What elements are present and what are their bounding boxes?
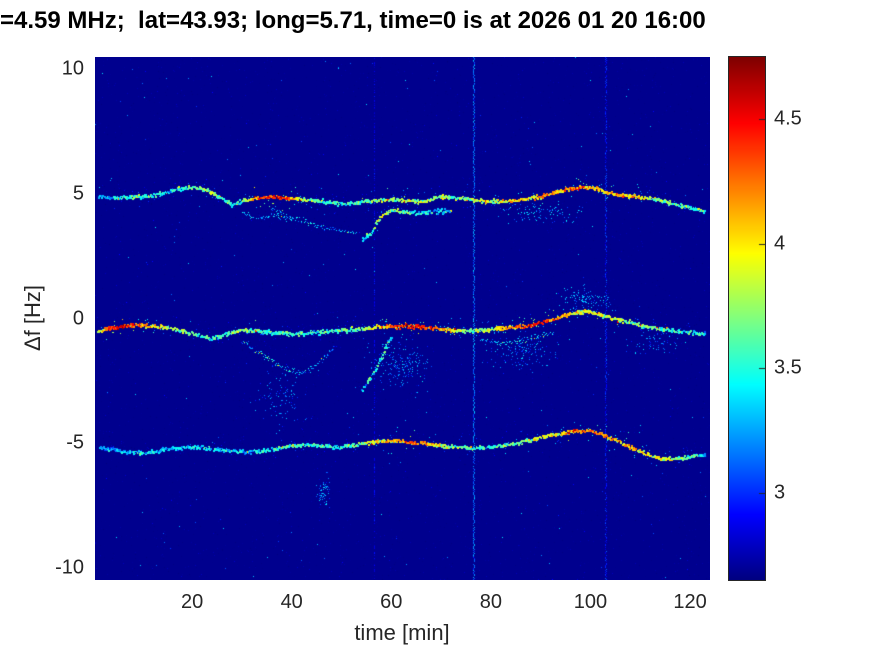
colorbar bbox=[728, 56, 766, 581]
y-axis-label: Δf [Hz] bbox=[20, 284, 45, 352]
x-tick-label: 40 bbox=[280, 591, 303, 613]
colorbar-tick-label: 3.5 bbox=[774, 356, 802, 379]
colorbar-tick-label: 4 bbox=[774, 232, 786, 255]
y-tick-label: -5 bbox=[66, 431, 84, 454]
plot-title: =4.59 MHz; lat=43.93; long=5.71, time=0 … bbox=[0, 7, 706, 34]
x-tick-label: 100 bbox=[573, 591, 608, 613]
colorbar-tick-label: 3 bbox=[774, 481, 786, 504]
y-tick-label: 5 bbox=[72, 182, 84, 205]
y-tick-label: 0 bbox=[72, 307, 84, 329]
y-tick-label: 10 bbox=[61, 57, 84, 80]
spectrogram-canvas bbox=[95, 57, 710, 580]
colorbar-tick-label: 4.5 bbox=[774, 107, 802, 130]
x-tick-label: 20 bbox=[180, 591, 204, 613]
x-tick-label: 120 bbox=[673, 591, 707, 613]
y-tick-label: -10 bbox=[55, 556, 84, 579]
x-axis-label: time [min] bbox=[354, 620, 450, 645]
x-tick-label: 60 bbox=[380, 591, 403, 613]
x-tick-label: 80 bbox=[479, 591, 503, 613]
colorbar-canvas bbox=[729, 57, 765, 580]
